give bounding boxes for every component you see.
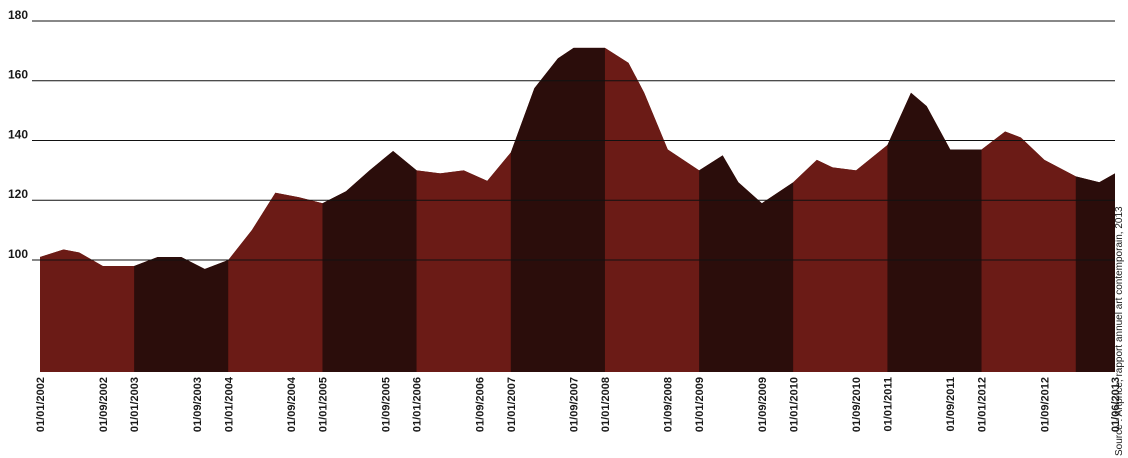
x-tick-label: 01/01/2010 — [788, 377, 800, 432]
y-tick-label: 100 — [8, 247, 28, 261]
x-tick-label: 01/01/2007 — [506, 377, 518, 432]
x-tick-label: 01/01/2004 — [223, 376, 235, 432]
x-tick-label: 01/09/2010 — [851, 377, 863, 432]
x-tick-label: 01/01/2012 — [977, 377, 989, 432]
x-tick-label: 01/01/2006 — [412, 377, 424, 432]
x-tick-label: 01/01/2005 — [317, 377, 329, 432]
year-band — [416, 47, 511, 372]
year-band — [887, 47, 982, 372]
x-tick-label: 01/01/2003 — [129, 377, 141, 432]
x-tick-label: 01/09/2004 — [286, 376, 298, 432]
x-tick-label: 01/09/2005 — [380, 377, 392, 432]
y-tick-label: 180 — [8, 8, 28, 22]
year-band — [134, 47, 229, 372]
x-tick-label: 01/01/2008 — [600, 377, 612, 432]
x-tick-label: 01/01/2002 — [35, 377, 47, 432]
year-band — [228, 47, 323, 372]
year-band — [40, 47, 135, 372]
year-bands — [40, 47, 1115, 372]
x-tick-label: 01/01/2009 — [694, 377, 706, 432]
y-tick-label: 120 — [8, 187, 28, 201]
y-tick-label: 140 — [8, 127, 28, 141]
x-tick-label: 01/01/2011 — [882, 377, 894, 431]
year-band — [981, 47, 1076, 372]
x-tick-label: 01/09/2012 — [1039, 377, 1051, 432]
x-tick-label: 01/09/2006 — [474, 377, 486, 432]
year-band — [322, 47, 417, 372]
year-band — [793, 47, 888, 372]
x-tick-label: 01/09/2011 — [945, 377, 957, 431]
x-tick-label: 01/09/2007 — [569, 377, 581, 432]
year-band — [1075, 47, 1115, 372]
x-tick-label: 01/09/2003 — [192, 377, 204, 432]
x-tick-label: 01/09/2002 — [98, 377, 110, 432]
source-note: Source : Artprice, rapport annuel art co… — [1114, 206, 1125, 456]
x-tick-label: 01/09/2008 — [663, 377, 675, 432]
year-band — [699, 47, 794, 372]
year-band — [510, 47, 605, 372]
x-tick-label: 01/09/2009 — [757, 377, 769, 432]
x-tick-label: 01/06/2013 — [1110, 377, 1122, 432]
year-band — [604, 47, 700, 372]
y-tick-label: 160 — [8, 68, 28, 82]
